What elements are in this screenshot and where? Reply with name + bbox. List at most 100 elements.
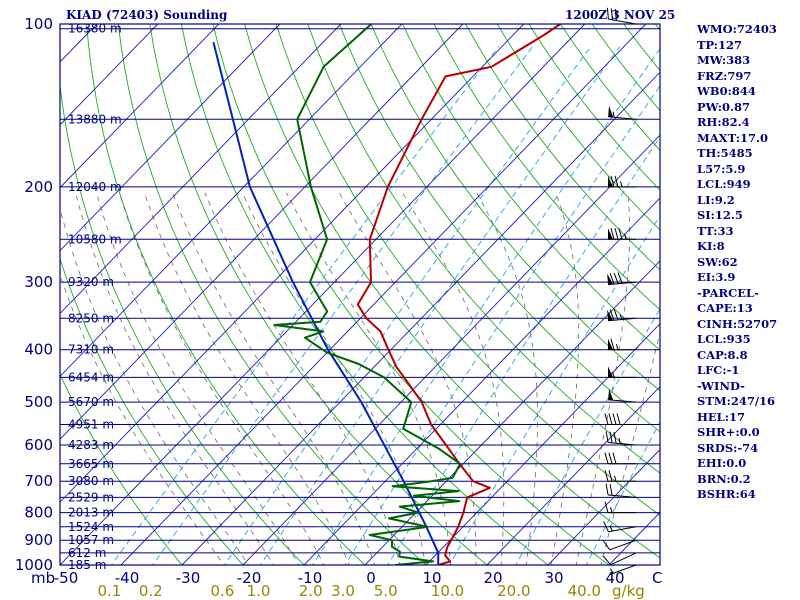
moist-adiabat-line bbox=[476, 192, 538, 565]
stability-indices: WMO:72403 TP:127 MW:383 FRZ:797 WB0:844 PW:0.… bbox=[697, 22, 777, 503]
isobars bbox=[60, 28, 660, 565]
index-item: HEL:17 bbox=[697, 409, 745, 424]
moist-adiabat-line bbox=[60, 273, 225, 565]
wind-barb bbox=[606, 7, 637, 25]
wind-barb bbox=[607, 309, 637, 322]
height-label: 185 m bbox=[68, 558, 106, 572]
index-item: MW:383 bbox=[697, 53, 751, 67]
height-label: 4283 m bbox=[68, 438, 114, 452]
mixing-ratio-line bbox=[110, 46, 500, 565]
wind-barb bbox=[604, 413, 636, 425]
height-label: 16380 m bbox=[68, 22, 122, 36]
height-label: 9320 m bbox=[68, 275, 114, 289]
index-item: SRDS:-74 bbox=[697, 440, 759, 455]
mixing-ratio-unit-label: g/kg bbox=[612, 582, 645, 600]
plot-border bbox=[59, 23, 661, 566]
isotherm-line bbox=[60, 24, 586, 565]
height-label: 12040 m bbox=[68, 180, 122, 194]
index-item: WMO:72403 bbox=[697, 22, 777, 36]
pressure-tick-label: 900 bbox=[24, 531, 53, 549]
dry-adiabat-line bbox=[782, 24, 800, 577]
temperature-tick-label: 20 bbox=[483, 569, 502, 587]
wind-barb bbox=[605, 483, 637, 498]
mixing-ratio-tick-label: 1.0 bbox=[247, 582, 271, 600]
moist-adiabat-line bbox=[96, 192, 300, 565]
mixing-ratio-line bbox=[259, 46, 621, 565]
isotherm-line bbox=[242, 134, 660, 565]
mixing-ratio-line bbox=[344, 84, 660, 565]
height-label: 8250 m bbox=[68, 311, 114, 325]
index-item: SI:12.5 bbox=[697, 208, 743, 222]
index-item: SW:62 bbox=[697, 254, 738, 269]
height-label: 1057 m bbox=[68, 533, 114, 547]
dry-adiabat-line bbox=[338, 24, 660, 433]
moist-adiabat-line bbox=[550, 192, 580, 565]
index-item: PW:0.87 bbox=[697, 99, 751, 114]
pressure-tick-label: 200 bbox=[24, 178, 53, 196]
sounding-time: 1200Z 3 NOV 25 bbox=[565, 8, 676, 22]
height-label: 612 m bbox=[68, 546, 106, 560]
wind-barb bbox=[602, 552, 637, 566]
index-item: FRZ:797 bbox=[697, 68, 752, 83]
moist-adiabat-line bbox=[143, 192, 350, 565]
pressure-tick-label: 600 bbox=[24, 436, 53, 454]
dewpoint-trace bbox=[273, 24, 462, 565]
index-item: BRN:0.2 bbox=[697, 471, 751, 486]
dry-adiabat-line bbox=[244, 24, 660, 559]
temperature-tick-label: 0 bbox=[366, 569, 376, 587]
dry-adiabat-line bbox=[149, 24, 488, 565]
wind-barbs bbox=[602, 7, 637, 576]
temperature-unit-label: C bbox=[652, 569, 662, 587]
isotherm-line bbox=[60, 24, 342, 315]
index-item: WB0:844 bbox=[697, 84, 756, 98]
temperature-tick-label: -40 bbox=[115, 569, 140, 587]
temperature-tick-label: -50 bbox=[54, 569, 79, 587]
isotherm-line bbox=[60, 24, 464, 440]
wind-barb bbox=[604, 501, 636, 514]
dry-adiabat-line bbox=[117, 24, 427, 565]
index-item: CAPE:13 bbox=[697, 301, 753, 315]
temperature-tick-label: -20 bbox=[237, 569, 262, 587]
dry-adiabat-line bbox=[60, 257, 244, 565]
plot-frame bbox=[59, 23, 661, 566]
mixing-ratio-tick-label: 2.0 bbox=[299, 582, 323, 600]
mixing-ratio-lines bbox=[110, 46, 660, 565]
height-label: 13880 m bbox=[68, 112, 122, 126]
temperature-tick-label: -10 bbox=[298, 569, 323, 587]
wind-barb bbox=[608, 228, 636, 240]
wind-barb bbox=[602, 539, 637, 551]
height-label: 10580 m bbox=[68, 232, 122, 246]
index-item: SHR+:0.0 bbox=[697, 425, 760, 439]
index-item: L57:5.9 bbox=[697, 161, 746, 176]
wind-barb bbox=[605, 431, 637, 446]
height-label: 7310 m bbox=[68, 343, 114, 357]
index-item: LCL:949 bbox=[697, 177, 751, 191]
height-label: 5670 m bbox=[68, 395, 114, 409]
mixing-ratio-tick-label: 40.0 bbox=[568, 582, 601, 600]
isotherm-line bbox=[547, 448, 660, 565]
index-item: MAXT:17.0 bbox=[697, 130, 768, 145]
mixing-ratio-tick-label: 5.0 bbox=[374, 582, 398, 600]
isotherm-line bbox=[60, 24, 281, 252]
temperature-trace bbox=[356, 24, 561, 565]
mixing-ratio-tick-label: 0.2 bbox=[139, 582, 163, 600]
isotherms bbox=[60, 24, 660, 565]
dry-adiabat-line bbox=[370, 24, 660, 392]
index-item: KI:8 bbox=[697, 239, 725, 253]
wind-barb bbox=[603, 521, 637, 533]
pressure-tick-label: 1000 bbox=[15, 556, 53, 574]
dry-adiabat-line bbox=[465, 24, 660, 271]
wind-barb bbox=[609, 564, 637, 576]
mixing-ratio-tick-label: 0.6 bbox=[210, 582, 234, 600]
dry-adiabats bbox=[60, 24, 800, 577]
moist-adiabat-line bbox=[60, 206, 250, 565]
temperature-tick-label: 30 bbox=[544, 569, 563, 587]
moist-adiabat-line bbox=[575, 192, 631, 565]
index-item: LFC:-1 bbox=[697, 363, 740, 377]
temperature-tick-label: 40 bbox=[605, 569, 624, 587]
temperature-tick-label: -30 bbox=[176, 569, 201, 587]
height-label: 3665 m bbox=[68, 457, 114, 471]
mixing-ratio-line bbox=[387, 136, 660, 565]
isotherm-line bbox=[486, 386, 660, 565]
